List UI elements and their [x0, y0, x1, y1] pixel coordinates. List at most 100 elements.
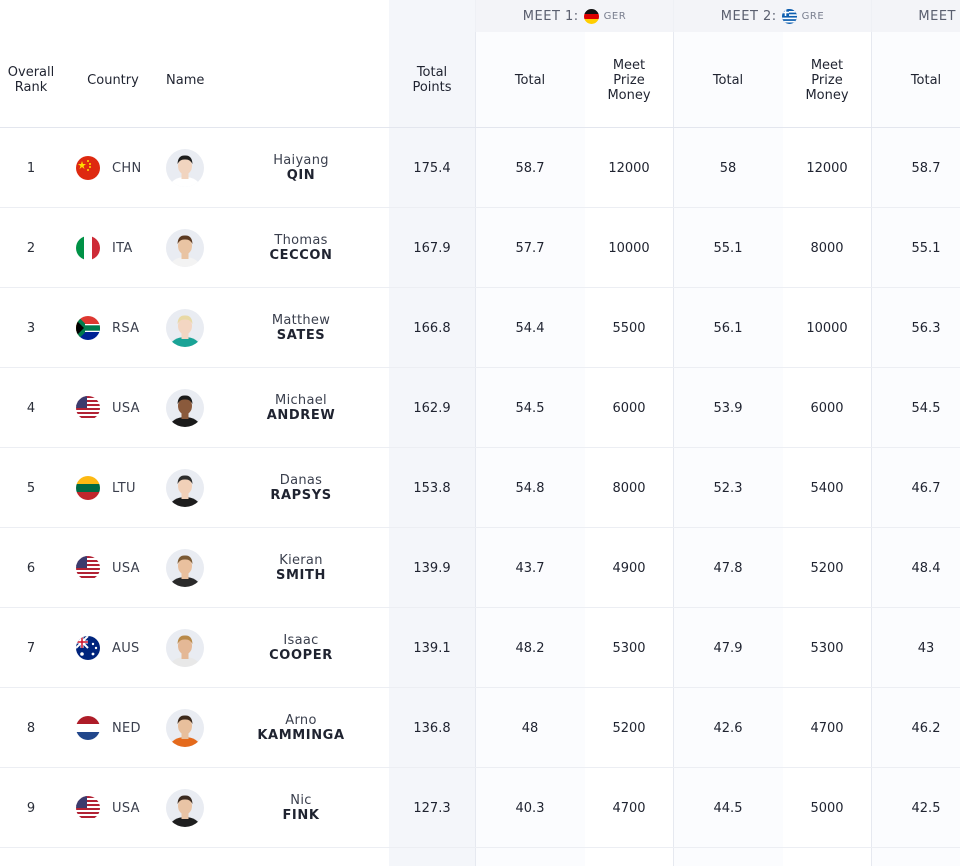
name-header[interactable]: Name — [166, 72, 205, 88]
total-points-header[interactable]: Total Points — [412, 65, 452, 95]
country-code: ITA — [112, 240, 133, 256]
first-name: Arno — [285, 712, 317, 728]
table-row[interactable]: 5 LTU Danas RAPSYS 153.8 54.8 8000 52.3 5400 46.7 — [0, 448, 960, 528]
avatar[interactable] — [166, 469, 204, 507]
meet-2-total-header[interactable]: Total — [712, 72, 744, 88]
avatar[interactable] — [166, 229, 204, 267]
last-name: FINK — [282, 807, 320, 823]
meet3-total-column-bg — [871, 0, 960, 866]
meet-1-total-header[interactable]: Total — [514, 72, 546, 88]
meet-2-total-cell: 55.1 — [713, 240, 743, 256]
country-code: NED — [112, 720, 141, 736]
table-row[interactable]: 3 RSA Matthew SATES 166.8 54.4 5500 56.1 10000 56… — [0, 288, 960, 368]
total-points-cell: 162.9 — [413, 400, 451, 416]
table-row[interactable]: 7 AUS Isaac COOPER 139.1 48.2 5300 47.9 5300 43 — [0, 608, 960, 688]
aus-flag-icon — [76, 636, 100, 660]
meet-1-prize-cell: 8000 — [612, 480, 646, 496]
meet-1-prize-cell: 6000 — [612, 400, 646, 416]
first-name: Kieran — [279, 552, 323, 568]
meet-2-prize-header[interactable]: Meet Prize Money — [805, 57, 849, 103]
meet-2-label: MEET 2: — [720, 8, 777, 24]
table-row[interactable]: 6 USA Kieran SMITH 139.9 43.7 4900 47.8 5200 48.4 — [0, 528, 960, 608]
meet-2-total-cell: 44.5 — [713, 800, 743, 816]
chn-flag-icon — [76, 156, 100, 180]
last-name: SMITH — [276, 567, 326, 583]
meet-3-total-header[interactable]: Total — [910, 72, 942, 88]
country-code: USA — [112, 400, 140, 416]
meet-2-total-cell: 56.1 — [713, 320, 743, 336]
meet-1-prize-header[interactable]: Meet Prize Money — [607, 57, 651, 103]
athlete-name[interactable]: Kieran SMITH — [221, 528, 381, 608]
country-code: USA — [112, 800, 140, 816]
country-code: AUS — [112, 640, 140, 656]
athlete-name[interactable]: Thomas CECCON — [221, 208, 381, 288]
avatar-cell — [166, 608, 204, 688]
first-name: Michael — [275, 392, 327, 408]
meet-1-prize-cell: 4700 — [612, 800, 646, 816]
avatar[interactable] — [166, 549, 204, 587]
country-flag — [76, 448, 100, 528]
meet-1-total-cell: 54.5 — [515, 400, 545, 416]
meet-1-header[interactable]: MEET 1: GER — [475, 0, 673, 32]
ita-flag-icon — [76, 236, 100, 260]
athlete-name[interactable]: Danas RAPSYS — [221, 448, 381, 528]
meet-2-prize-cell: 5200 — [810, 560, 844, 576]
avatar[interactable] — [166, 309, 204, 347]
table-row[interactable]: 4 USA Michael ANDREW 162.9 54.5 6000 53.9 6000 54… — [0, 368, 960, 448]
rank-cell: 5 — [26, 480, 36, 496]
table-row[interactable]: 8 NED Arno KAMMINGA 136.8 48 5200 42.6 4700 46.2 — [0, 688, 960, 768]
avatar[interactable] — [166, 149, 204, 187]
athlete-name[interactable]: Michael ANDREW — [221, 368, 381, 448]
total-points-column-bg — [389, 0, 475, 866]
usa-flag-icon — [76, 796, 100, 820]
rank-cell: 3 — [26, 320, 36, 336]
ned-flag-icon — [76, 716, 100, 740]
rank-cell: 9 — [26, 800, 36, 816]
meet-3-header[interactable]: MEET — [871, 0, 960, 32]
meet-2-prize-cell: 6000 — [810, 400, 844, 416]
first-name: Haiyang — [273, 152, 329, 168]
meet2-total-column-bg — [673, 0, 783, 866]
country-flag — [76, 608, 100, 688]
meet-1-prize-cell: 5500 — [612, 320, 646, 336]
last-name: RAPSYS — [270, 487, 332, 503]
athlete-name[interactable]: Matthew SATES — [221, 288, 381, 368]
meet-1-label: MEET 1: — [522, 8, 579, 24]
athlete-name[interactable]: Arno KAMMINGA — [221, 688, 381, 768]
last-name: CECCON — [269, 247, 333, 263]
table-row[interactable]: 2 ITA Thomas CECCON 167.9 57.7 10000 55.1 8000 55… — [0, 208, 960, 288]
rank-cell: 8 — [26, 720, 36, 736]
meet-2-prize-cell: 12000 — [806, 160, 848, 176]
meet-1-country-code: GER — [603, 10, 627, 22]
table-header: Overall Rank Country Name Total Points T… — [0, 32, 960, 128]
meet-2-total-cell: 53.9 — [713, 400, 743, 416]
meet-2-prize-cell: 5300 — [810, 640, 844, 656]
table-row[interactable]: 9 USA Nic FINK 127.3 40.3 4700 44.5 5000 42.5 — [0, 768, 960, 848]
meet-3-total-cell: 46.7 — [911, 480, 941, 496]
table-row[interactable]: 1 CHN Haiyang QIN 175.4 58.7 12000 58 12000 58.7 — [0, 128, 960, 208]
meet-3-total-cell: 56.3 — [911, 320, 941, 336]
avatar-cell — [166, 288, 204, 368]
country-header[interactable]: Country — [87, 72, 139, 88]
ltu-flag-icon — [76, 476, 100, 500]
avatar[interactable] — [166, 709, 204, 747]
avatar-cell — [166, 768, 204, 848]
meet-3-total-cell: 42.5 — [911, 800, 941, 816]
athlete-name[interactable]: Haiyang QIN — [221, 128, 381, 208]
meet-2-header[interactable]: MEET 2: GRE — [673, 0, 871, 32]
country-flag — [76, 288, 100, 368]
meet-3-label: MEET — [918, 8, 956, 24]
meet-2-total-cell: 58 — [719, 160, 737, 176]
overall-rank-header[interactable]: Overall Rank — [7, 65, 55, 95]
germany-flag-icon — [583, 8, 599, 24]
total-points-cell: 153.8 — [413, 480, 451, 496]
meet-1-total-cell: 54.8 — [515, 480, 545, 496]
meet-3-total-cell: 54.5 — [911, 400, 941, 416]
avatar[interactable] — [166, 629, 204, 667]
avatar[interactable] — [166, 389, 204, 427]
athlete-name[interactable]: Isaac COOPER — [221, 608, 381, 688]
athlete-name[interactable]: Nic FINK — [221, 768, 381, 848]
rsa-flag-icon — [76, 316, 100, 340]
meet-2-country-code: GRE — [801, 10, 825, 22]
avatar[interactable] — [166, 789, 204, 827]
